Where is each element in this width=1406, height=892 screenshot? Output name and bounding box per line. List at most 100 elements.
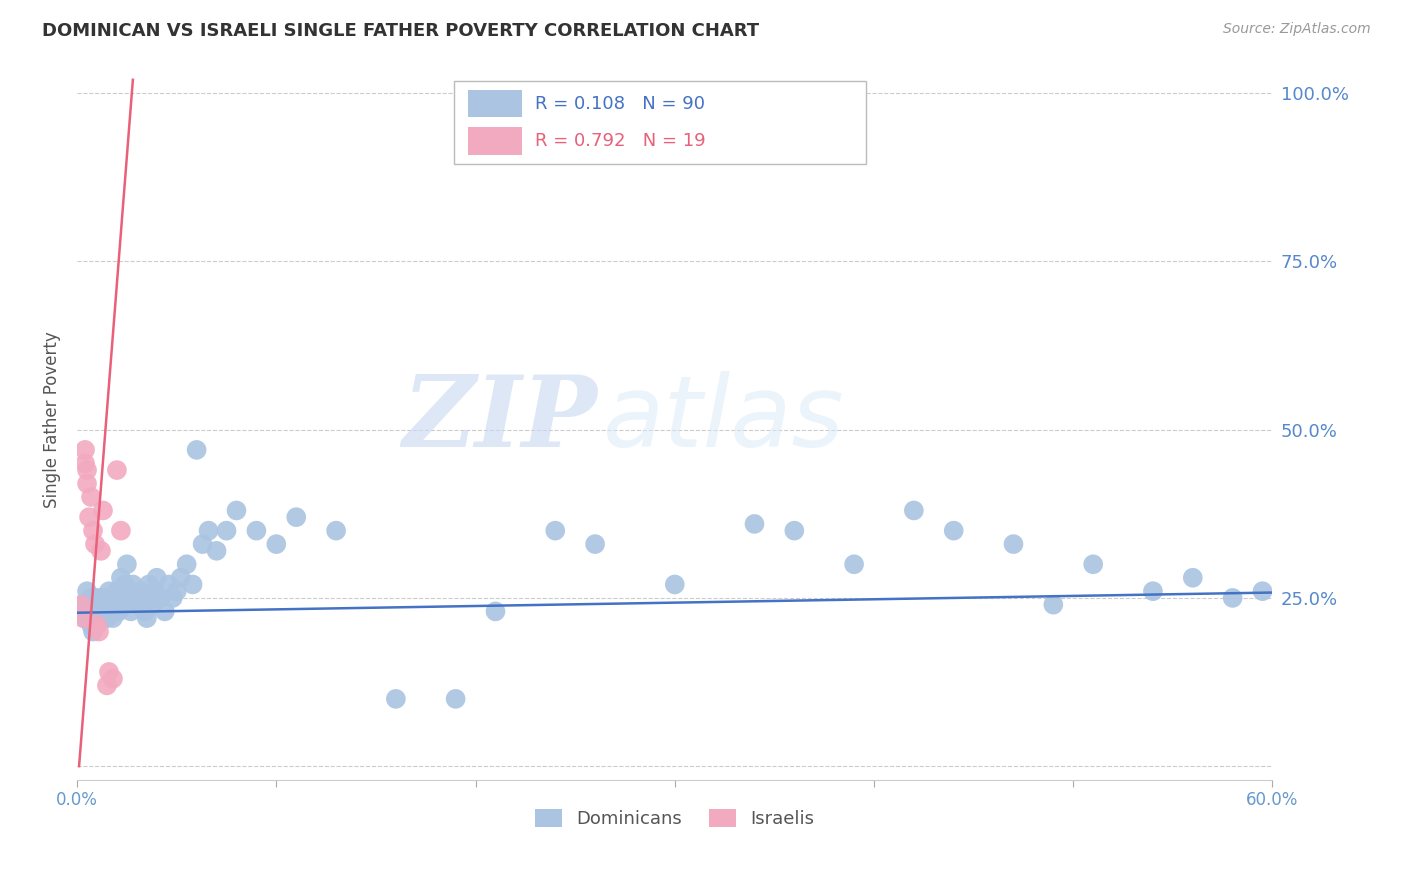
Point bbox=[91, 611, 114, 625]
Point bbox=[1002, 537, 1025, 551]
Point bbox=[76, 604, 98, 618]
Point bbox=[285, 510, 308, 524]
Point bbox=[1251, 584, 1274, 599]
Point bbox=[170, 571, 193, 585]
Point bbox=[73, 611, 96, 625]
Point bbox=[76, 476, 98, 491]
Point bbox=[86, 617, 108, 632]
Point bbox=[245, 524, 267, 538]
Text: ZIP: ZIP bbox=[402, 371, 598, 468]
Point bbox=[87, 611, 110, 625]
FancyBboxPatch shape bbox=[454, 81, 866, 164]
Text: R = 0.108   N = 90: R = 0.108 N = 90 bbox=[534, 95, 704, 112]
Legend: Dominicans, Israelis: Dominicans, Israelis bbox=[527, 802, 823, 836]
Point bbox=[129, 584, 152, 599]
Point bbox=[105, 584, 128, 599]
Point bbox=[77, 611, 100, 625]
Point bbox=[87, 624, 110, 639]
Point bbox=[783, 524, 806, 538]
Point bbox=[444, 691, 467, 706]
Point bbox=[96, 611, 118, 625]
Point bbox=[100, 604, 122, 618]
Point bbox=[157, 577, 180, 591]
Point bbox=[132, 591, 155, 605]
Y-axis label: Single Father Poverty: Single Father Poverty bbox=[44, 331, 60, 508]
Point bbox=[98, 598, 121, 612]
Point bbox=[80, 604, 103, 618]
Point bbox=[1083, 558, 1105, 572]
Point bbox=[942, 524, 965, 538]
Point bbox=[87, 591, 110, 605]
Point bbox=[118, 591, 141, 605]
Point bbox=[205, 544, 228, 558]
Point bbox=[87, 604, 110, 618]
Point bbox=[73, 442, 96, 457]
Point bbox=[90, 604, 112, 618]
Point bbox=[111, 591, 134, 605]
Point bbox=[80, 617, 103, 632]
Point bbox=[903, 503, 925, 517]
Point bbox=[105, 463, 128, 477]
Point bbox=[134, 604, 156, 618]
Text: DOMINICAN VS ISRAELI SINGLE FATHER POVERTY CORRELATION CHART: DOMINICAN VS ISRAELI SINGLE FATHER POVER… bbox=[42, 22, 759, 40]
Point bbox=[94, 604, 117, 618]
Point bbox=[842, 558, 865, 572]
Bar bbox=[468, 90, 522, 117]
Point bbox=[114, 577, 136, 591]
Point bbox=[1142, 584, 1164, 599]
Point bbox=[80, 591, 103, 605]
Point bbox=[197, 524, 219, 538]
Point bbox=[664, 577, 686, 591]
Point bbox=[744, 516, 766, 531]
Point bbox=[162, 591, 184, 605]
Point bbox=[149, 591, 172, 605]
Point bbox=[98, 665, 121, 679]
Point bbox=[90, 544, 112, 558]
Point bbox=[82, 598, 104, 612]
Point bbox=[98, 584, 121, 599]
Point bbox=[86, 611, 108, 625]
Point bbox=[138, 577, 160, 591]
Point bbox=[101, 672, 124, 686]
Point bbox=[385, 691, 408, 706]
Point bbox=[86, 617, 108, 632]
Point bbox=[72, 598, 94, 612]
Point bbox=[583, 537, 606, 551]
Point bbox=[72, 611, 94, 625]
Point bbox=[77, 598, 100, 612]
Point bbox=[94, 611, 117, 625]
Point bbox=[104, 598, 127, 612]
Point bbox=[84, 611, 107, 625]
Point bbox=[186, 442, 208, 457]
Point bbox=[82, 524, 104, 538]
Point bbox=[191, 537, 214, 551]
Point bbox=[76, 584, 98, 599]
Point bbox=[110, 571, 132, 585]
Point bbox=[146, 571, 169, 585]
Point bbox=[215, 524, 238, 538]
Point bbox=[135, 611, 157, 625]
Point bbox=[1042, 598, 1064, 612]
Point bbox=[96, 678, 118, 692]
Point bbox=[70, 598, 93, 612]
Point bbox=[80, 490, 103, 504]
Point bbox=[484, 604, 506, 618]
Point bbox=[76, 463, 98, 477]
Point bbox=[325, 524, 347, 538]
Point bbox=[84, 591, 107, 605]
Point bbox=[115, 558, 138, 572]
Point bbox=[84, 537, 107, 551]
Point bbox=[90, 598, 112, 612]
Point bbox=[125, 598, 148, 612]
Point bbox=[166, 584, 188, 599]
Point bbox=[73, 456, 96, 470]
Point bbox=[108, 604, 131, 618]
Point bbox=[122, 577, 145, 591]
Text: Source: ZipAtlas.com: Source: ZipAtlas.com bbox=[1223, 22, 1371, 37]
Point bbox=[266, 537, 288, 551]
Point bbox=[91, 591, 114, 605]
Point bbox=[77, 510, 100, 524]
Point bbox=[120, 604, 142, 618]
Point bbox=[176, 558, 198, 572]
Point bbox=[139, 591, 162, 605]
